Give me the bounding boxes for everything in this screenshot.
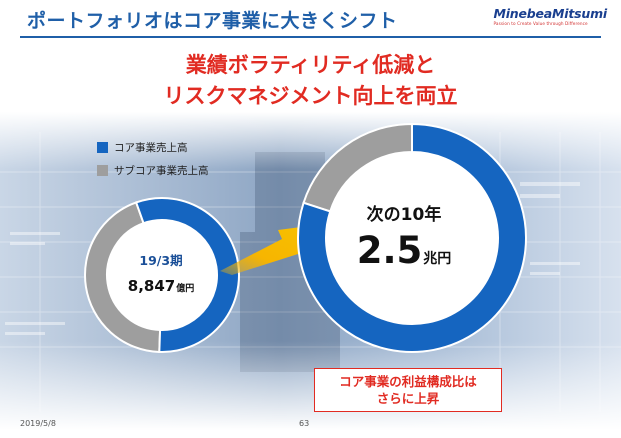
slide-title: ポートフォリオはコア事業に大きくシフト	[27, 10, 398, 32]
title-underline	[20, 36, 601, 38]
callout-line-2: さらに上昇	[376, 391, 440, 406]
header-bar: ポートフォリオはコア事業に大きくシフト MinebeaMitsumi Passi…	[0, 0, 621, 34]
legend-item-core: コア事業売上高	[97, 138, 209, 156]
footer-date: 2019/5/8	[20, 419, 56, 428]
legend-item-subcore: サブコア事業売上高	[97, 161, 209, 179]
legend-label-core: コア事業売上高	[114, 141, 188, 154]
small-donut-hole	[107, 220, 217, 330]
logo-wordmark: MinebeaMitsumi	[493, 6, 607, 21]
donut-future-amount: 2.5	[356, 229, 423, 272]
company-logo: MinebeaMitsumi Passion to Create Value t…	[493, 6, 607, 26]
profit-callout-box: コア事業の利益構成比は さらに上昇	[314, 368, 502, 412]
headline-line-1: 業績ボラティリティ低減と	[185, 53, 436, 77]
donut-future-center: 次の10年 2.5兆円	[334, 200, 474, 272]
legend-label-subcore: サブコア事業売上高	[114, 164, 209, 177]
legend-swatch-subcore	[97, 164, 108, 176]
donut-current-unit: 億円	[176, 284, 195, 294]
donut-current-center: 19/3期 8,847億円	[111, 250, 211, 295]
donut-chart-future	[297, 122, 527, 353]
headline-message: 業績ボラティリティ低減と リスクマネジメント向上を両立	[0, 50, 621, 112]
donut-current-amount: 8,847	[127, 277, 176, 295]
donut-future-period: 次の10年	[366, 205, 442, 225]
page-number: 63	[299, 419, 310, 428]
donut-current-period: 19/3期	[139, 253, 183, 268]
donut-current-value: 8,847億円	[111, 277, 211, 295]
donut-future-value: 2.5兆円	[334, 229, 474, 272]
logo-tagline: Passion to Create Value through Differen…	[493, 21, 588, 26]
donut-chart-current	[84, 197, 240, 353]
callout-line-1: コア事業の利益構成比は	[339, 374, 477, 389]
large-donut-hole	[326, 152, 498, 324]
legend-swatch-core	[97, 141, 108, 153]
chart-legend: コア事業売上高 サブコア事業売上高	[97, 138, 209, 184]
headline-line-2: リスクマネジメント向上を両立	[163, 84, 458, 108]
donut-future-unit: 兆円	[423, 251, 452, 267]
